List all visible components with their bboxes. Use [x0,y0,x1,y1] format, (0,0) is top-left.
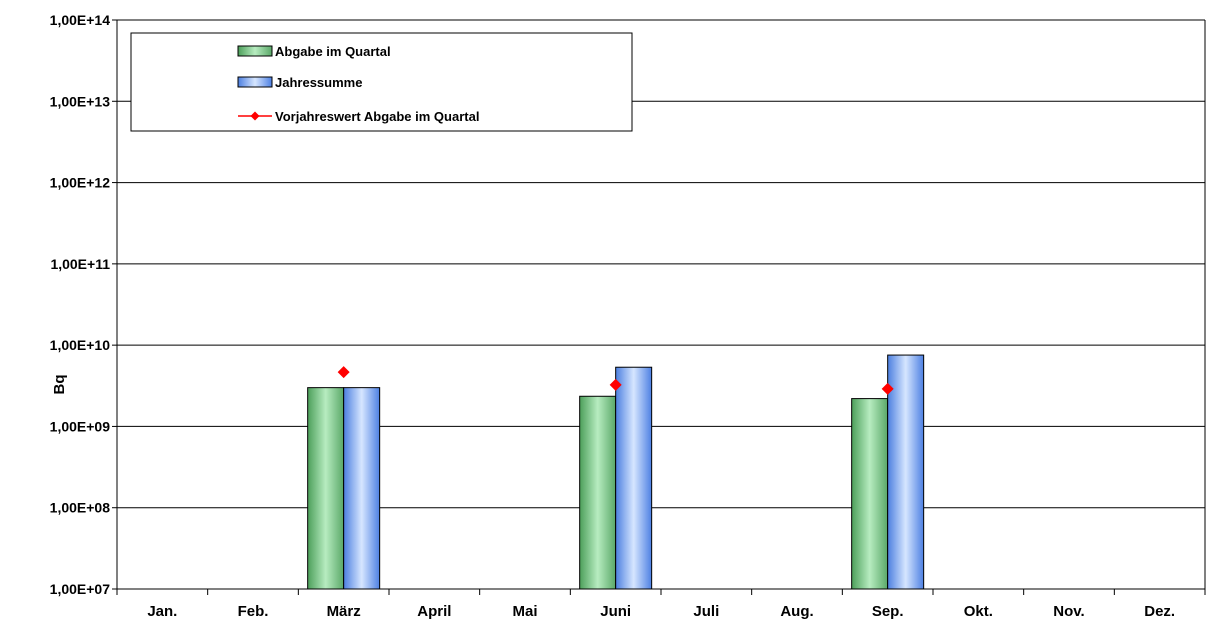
x-tick-label: April [417,603,451,620]
x-tick-label: Jan. [147,603,177,620]
bar-abgabe [307,387,345,590]
previous-year-markers [337,366,894,395]
marker-vorjahreswert [881,382,894,395]
marker-vorjahreswert [337,366,350,379]
legend-box [130,32,633,132]
marker-vorjahreswert [609,378,622,391]
x-tick-label: Feb. [238,603,269,620]
y-tick-label: 1,00E+12 [50,175,111,191]
x-tick-label: Sep. [872,603,904,620]
axes [112,19,1206,595]
legend-swatch [237,45,273,57]
x-tick-label: Nov. [1053,603,1084,620]
legend-label: Abgabe im Quartal [275,44,391,59]
x-tick-label: Dez. [1144,603,1175,620]
x-tick-label: Okt. [964,603,993,620]
y-tick-label: 1,00E+14 [50,12,111,28]
bar-abgabe [579,395,617,590]
x-tick-label: März [327,603,361,620]
legend-label: Vorjahreswert Abgabe im Quartal [275,109,479,124]
x-tick-label: Aug. [780,603,813,620]
legend: Abgabe im Quartal Jahressumme Vorjahreswer… [130,32,633,132]
bar-jahressumme [887,354,925,590]
bar-abgabe [851,398,889,590]
x-tick-label: Juli [693,603,719,620]
y-tick-label: 1,00E+08 [50,500,111,516]
bar-jahressumme [615,366,653,590]
axis-labels: 1,00E+07 1,00E+08 1,00E+09 1,00E+10 1,00E+11… [50,12,1175,620]
y-tick-label: 1,00E+11 [50,256,110,272]
x-tick-label: Juni [600,603,631,620]
x-tick-label: Mai [512,603,537,620]
legend-label: Jahressumme [275,75,362,90]
y-tick-label: 1,00E+10 [50,337,111,353]
y-axis-title: Bq [51,375,68,395]
y-tick-label: 1,00E+13 [50,93,111,109]
legend-swatch [237,76,273,88]
bars [307,354,925,590]
y-tick-label: 1,00E+09 [50,418,111,434]
legend-marker [250,111,260,121]
bar-jahressumme [343,387,381,590]
y-tick-label: 1,00E+07 [50,581,111,597]
